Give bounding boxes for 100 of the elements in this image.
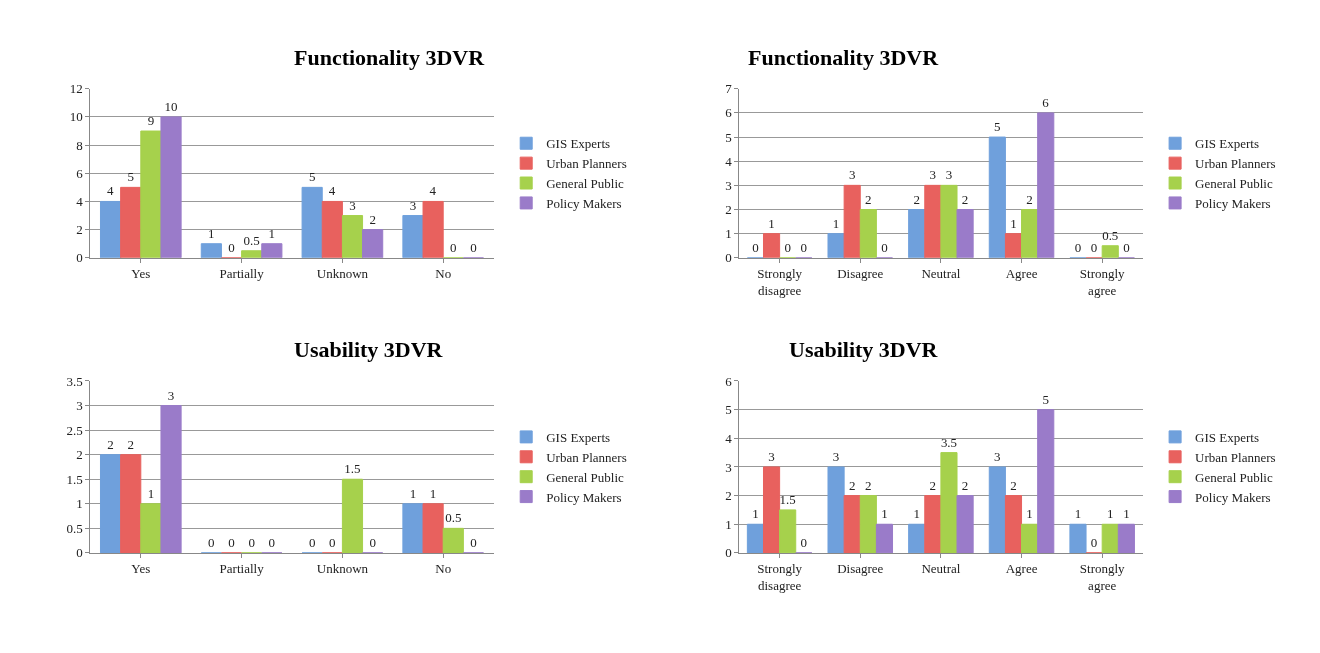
data-label: 0 — [1123, 239, 1130, 255]
data-label: 1 — [1123, 506, 1130, 522]
y-tick-label: 1 — [76, 496, 83, 512]
data-label: 3 — [945, 167, 953, 183]
chart-title: Usability 3DVR — [294, 337, 444, 362]
data-label: 2 — [107, 436, 114, 452]
legend-label: Policy Makers — [1195, 196, 1271, 211]
data-label: 1 — [752, 506, 759, 522]
y-tick-label: 0 — [725, 250, 732, 266]
y-tick-label: 7 — [725, 81, 733, 97]
y-tick-label: 5 — [725, 402, 732, 418]
data-label: 0.5 — [445, 510, 462, 526]
data-label: 2 — [848, 477, 856, 493]
data-label: 0 — [450, 239, 457, 255]
data-label: 2 — [127, 436, 134, 452]
data-label: 0 — [752, 239, 759, 255]
data-label: 2 — [961, 191, 969, 207]
x-tick-label: Unknown — [316, 561, 369, 577]
x-tick-label: Partially — [219, 266, 265, 282]
legend-label: GIS Experts — [546, 429, 611, 445]
data-label: 1 — [268, 225, 276, 241]
x-tick-label: Yes — [131, 561, 151, 577]
legend-label: General Public — [546, 176, 625, 192]
data-label: 1 — [1026, 506, 1033, 522]
data-label: 1 — [409, 485, 417, 501]
x-tick-label: Unknown — [316, 266, 369, 282]
data-label: 0.5 — [1102, 228, 1119, 243]
data-label: 0 — [268, 534, 276, 550]
y-tick-label: 2 — [76, 447, 83, 463]
data-label: 1 — [1010, 215, 1017, 231]
y-tick-label: 3 — [76, 398, 83, 414]
data-label: 3 — [768, 448, 775, 464]
data-label: 3.5 — [940, 435, 958, 450]
data-label: 1 — [881, 506, 888, 522]
data-label: 1 — [147, 485, 155, 501]
data-label: 3 — [349, 197, 356, 213]
x-tick-label: Agree — [1005, 266, 1038, 282]
data-label: 1 — [832, 215, 840, 231]
legend-label: General Public — [1195, 176, 1273, 192]
data-label: 2 — [929, 477, 937, 493]
data-label: 0 — [470, 239, 477, 255]
data-label: 0 — [800, 534, 808, 550]
y-tick-label: 2 — [725, 202, 732, 218]
data-label: 0 — [470, 534, 477, 550]
y-tick-label: 10 — [69, 109, 83, 125]
x-tick-label: No — [435, 266, 452, 282]
data-label: 0 — [369, 534, 376, 550]
x-tick-label: Strongly disagree — [757, 266, 803, 299]
data-label: 2 — [865, 191, 872, 207]
data-label: 0 — [248, 534, 255, 550]
y-tick-label: 1.5 — [66, 471, 83, 487]
data-label: 4 — [107, 183, 115, 199]
data-label: 0 — [1090, 239, 1098, 255]
data-label: 0 — [881, 239, 888, 255]
legend-label: Policy Makers — [546, 489, 622, 505]
x-tick-label: Partially — [219, 561, 265, 577]
data-label: 5 — [1042, 391, 1049, 407]
data-label: 0 — [784, 239, 791, 255]
data-label: 1 — [913, 506, 920, 522]
data-label: 0 — [800, 239, 808, 255]
data-label: 2 — [865, 477, 872, 493]
y-tick-label: 0 — [725, 545, 732, 561]
y-tick-label: 3 — [725, 459, 732, 475]
x-tick-label: Disagree — [837, 266, 884, 282]
y-tick-label: 2.5 — [66, 422, 83, 438]
y-tick-label: 0 — [76, 545, 83, 561]
data-label: 2 — [961, 477, 969, 493]
data-label: 10 — [164, 98, 178, 114]
data-label: 0 — [228, 239, 235, 255]
data-label: 1.5 — [344, 461, 361, 477]
x-tick-label: Disagree — [837, 561, 884, 577]
y-tick-label: 0.5 — [66, 520, 83, 536]
chart-title: Usability 3DVR — [789, 337, 939, 362]
data-label: 1.5 — [779, 492, 796, 507]
legend-label: Urban Planners — [546, 156, 627, 172]
data-label: 5 — [994, 119, 1001, 135]
data-label: 0 — [228, 534, 235, 550]
data-label: 6 — [1042, 94, 1050, 110]
y-tick-label: 5 — [725, 129, 732, 145]
y-tick-label: 6 — [76, 165, 84, 181]
y-tick-label: 3 — [725, 177, 732, 193]
data-label: 5 — [308, 169, 316, 185]
y-tick-label: 4 — [76, 194, 84, 209]
data-label: 4 — [429, 183, 437, 199]
data-label: 3 — [848, 167, 856, 183]
x-tick-label: Agree — [1005, 561, 1038, 577]
x-tick-label: Neutral — [921, 561, 961, 577]
y-tick-label: 1 — [725, 516, 732, 532]
y-tick-label: 3.5 — [66, 373, 83, 389]
data-label: 1 — [1074, 506, 1082, 522]
y-tick-label: 4 — [725, 430, 733, 446]
data-label: 3 — [409, 197, 417, 213]
data-label: 2 — [913, 191, 920, 207]
data-label: 1 — [429, 485, 437, 501]
data-label: 2 — [1010, 477, 1017, 493]
legend-label: GIS Experts — [1195, 136, 1260, 152]
y-tick-label: 8 — [76, 137, 83, 153]
y-tick-label: 1 — [725, 226, 732, 242]
y-tick-label: 12 — [69, 81, 83, 97]
x-tick-label: No — [435, 561, 452, 577]
